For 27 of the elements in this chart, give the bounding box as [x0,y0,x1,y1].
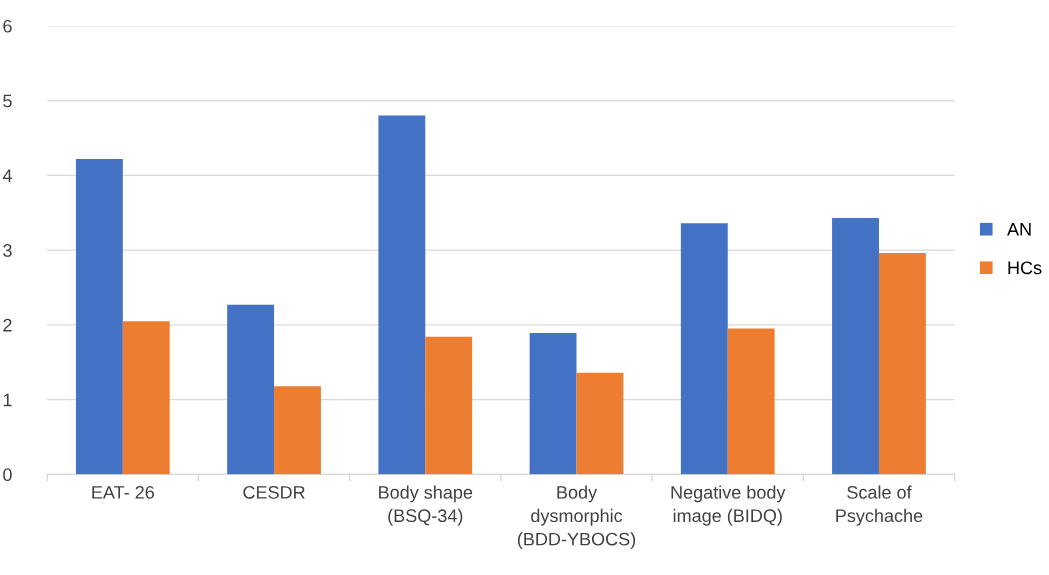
x-tick-label: Body dysmorphic (BDD-YBOCS) [517,485,636,550]
x-tick-label: EAT- 26 [92,485,154,499]
bar [227,304,275,475]
bar [576,372,624,475]
bar [274,386,321,475]
y-tick-label: 2 [3,318,12,332]
y-tick-label: 3 [3,244,12,257]
y-tick-label: 1 [3,393,12,407]
bar [378,115,426,475]
bar [122,321,170,475]
x-tick-label: CESDR [243,485,305,499]
y-tick-label: 6 [3,19,12,33]
bar [425,336,473,475]
y-tick-label: 0 [3,468,12,482]
bar [529,333,577,475]
y-tick-label: 5 [3,94,12,108]
bar [680,223,728,475]
legend-label: HCs [1008,261,1042,275]
bar [75,158,123,475]
x-tick-label: Body shape (BSQ-34) [379,485,473,526]
x-tick-label: Scale of Psychache [836,485,923,526]
bar [878,253,926,475]
bar [727,328,775,475]
y-tick-label: 4 [2,169,12,182]
x-tick-label: Negative body image (BIDQ) [671,485,786,526]
legend-label: AN [1007,223,1031,236]
bar [832,217,879,475]
